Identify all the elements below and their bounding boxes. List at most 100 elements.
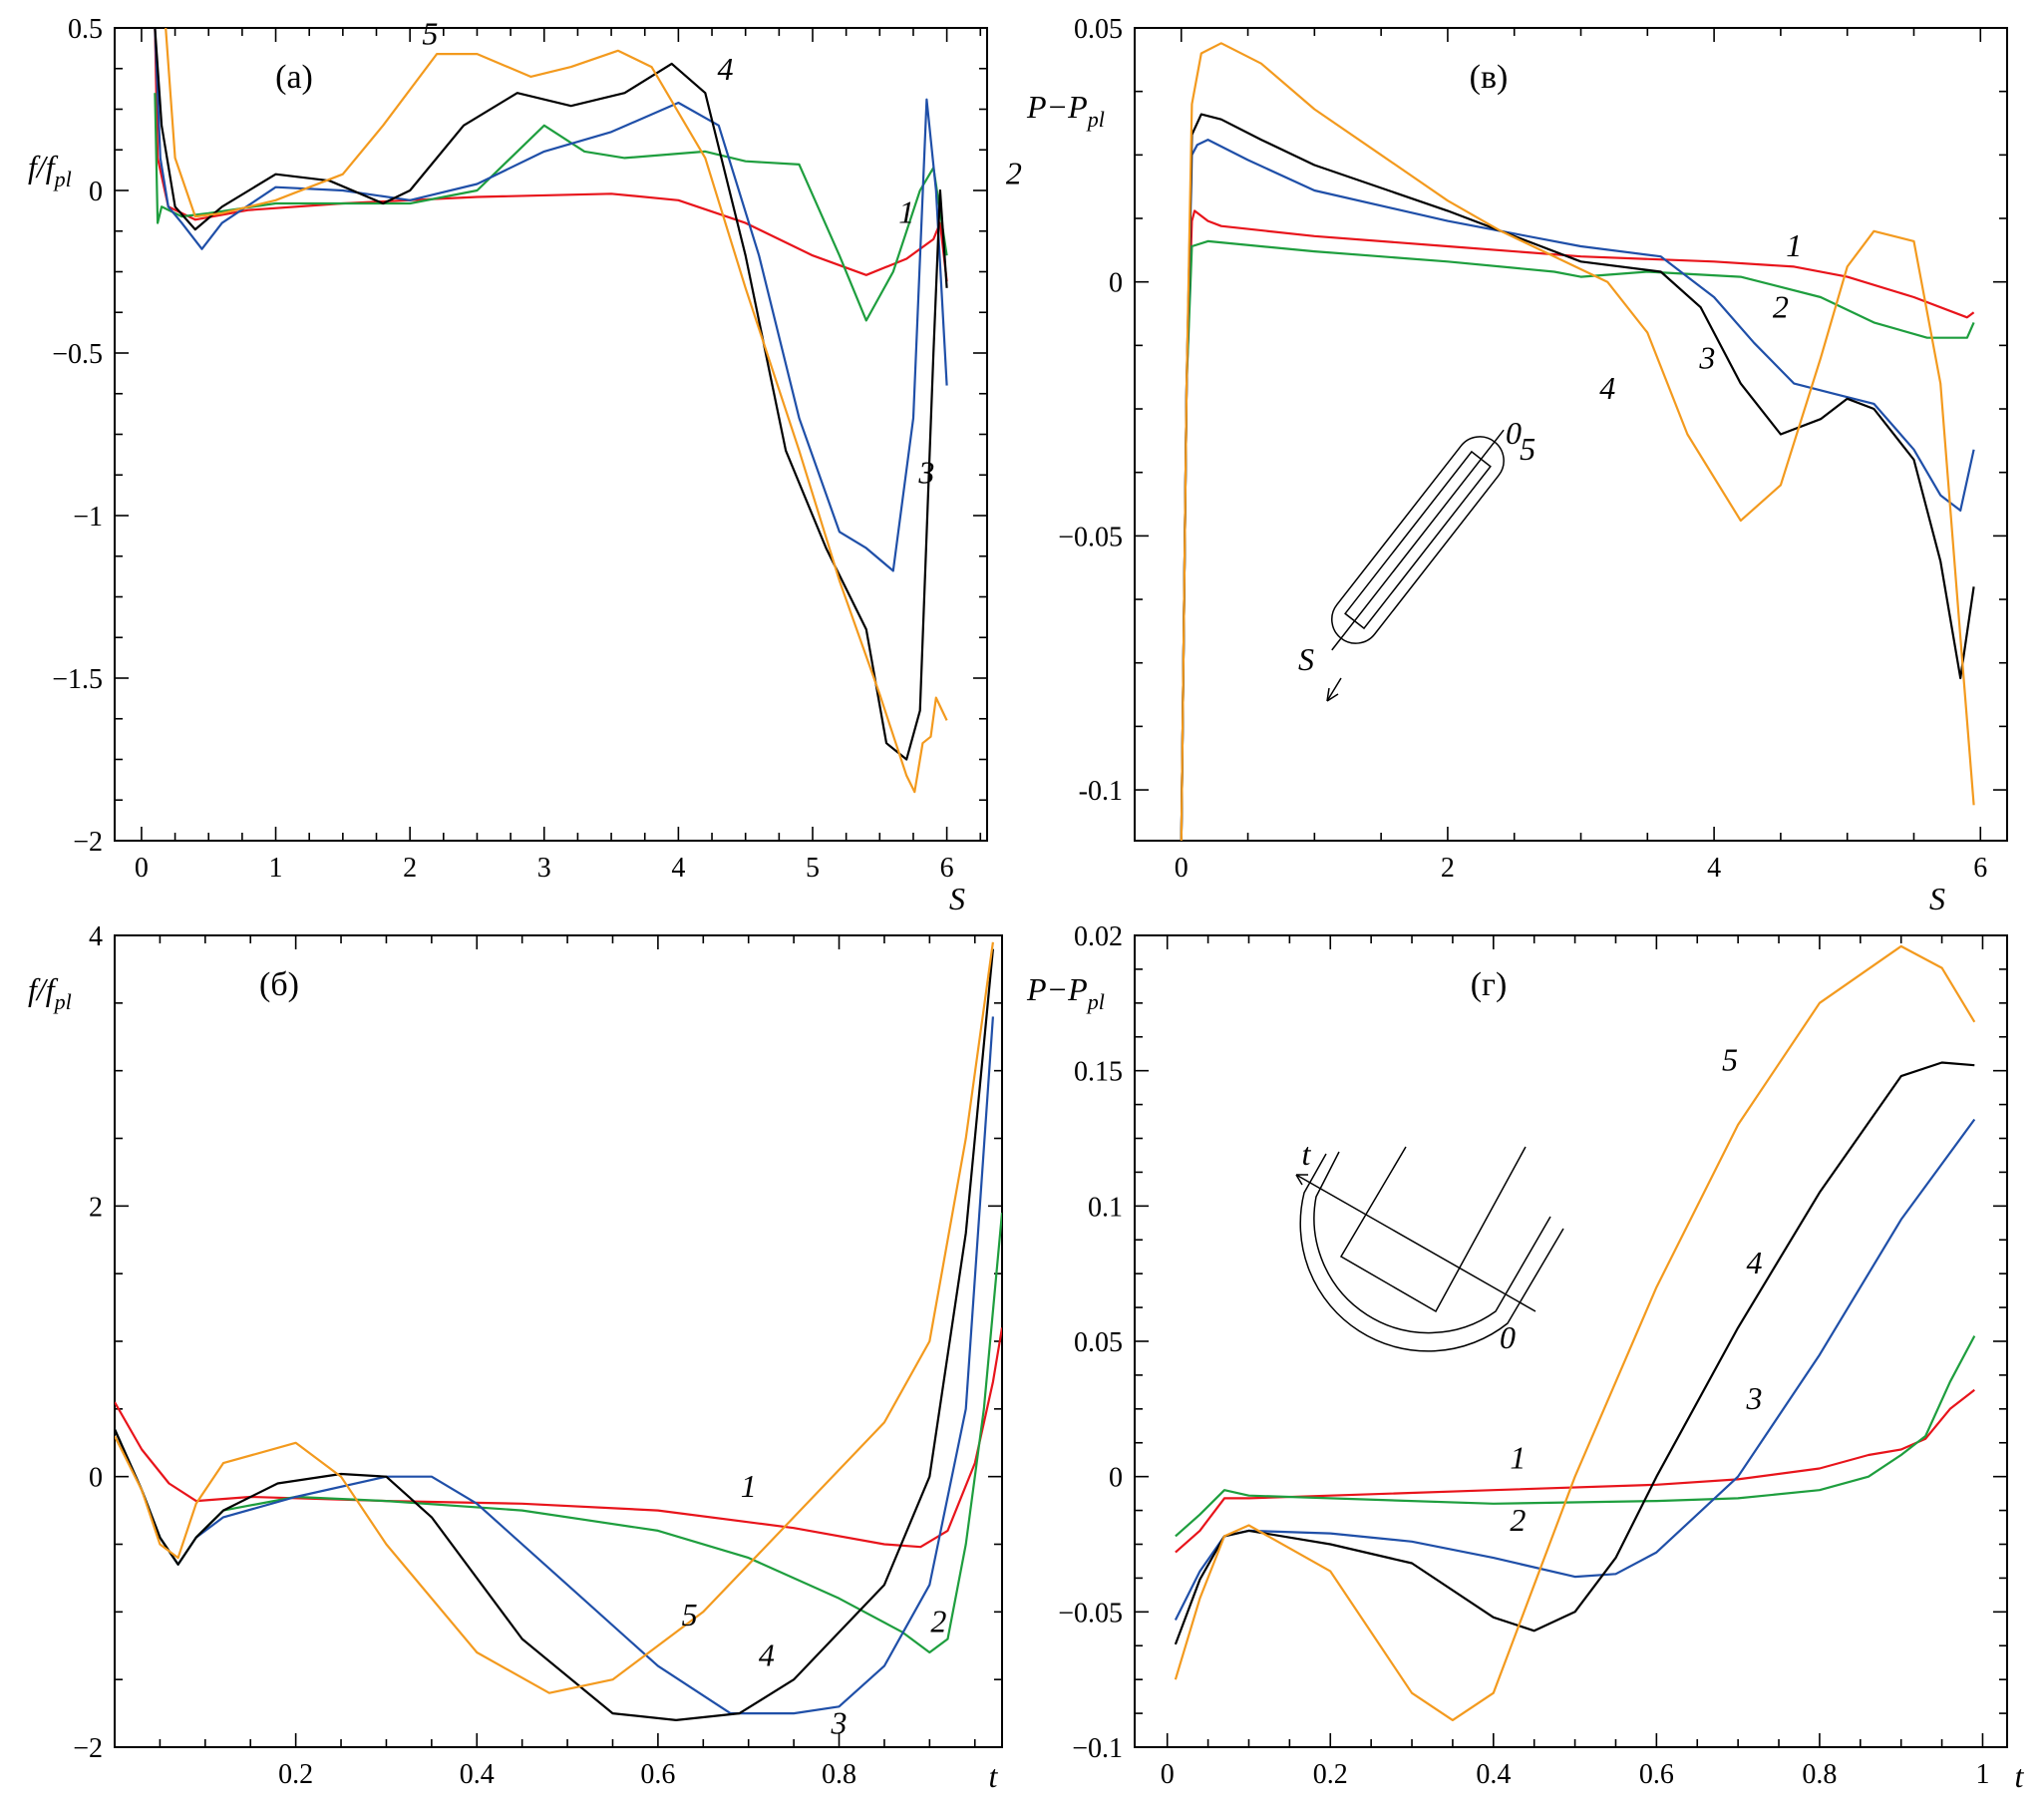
y-tick-label: 0.1 xyxy=(1088,1192,1123,1223)
curve-label-3: 3 xyxy=(1745,1380,1762,1416)
y-axis-label: P−Ppl xyxy=(1026,971,1105,1014)
series-line-4 xyxy=(115,948,994,1721)
series-line-2 xyxy=(115,1212,1002,1654)
inset-label-0: 0 xyxy=(1500,1319,1516,1355)
inset-label-0: 0 xyxy=(1506,415,1522,451)
y-tick-label: 0 xyxy=(89,1463,103,1494)
plot-frame xyxy=(1134,934,2008,1748)
y-tick-label: −0.05 xyxy=(1058,1598,1123,1629)
x-axis-label: S xyxy=(949,881,965,916)
t-axis xyxy=(1295,1174,1536,1312)
arrow-head xyxy=(1295,1174,1308,1186)
curve-label-1: 1 xyxy=(1510,1440,1526,1476)
x-tick-label: 0.4 xyxy=(460,1759,495,1790)
x-tick-label: 0.4 xyxy=(1476,1759,1511,1790)
y-tick-label: 0.15 xyxy=(1074,1057,1123,1088)
curve-label-2: 2 xyxy=(1006,155,1022,190)
y-tick-label: 0.05 xyxy=(1074,14,1123,45)
curve-label-3: 3 xyxy=(831,1704,848,1740)
series-line-3 xyxy=(1174,1118,1976,1621)
y-tick-label: 0 xyxy=(1109,268,1123,299)
panel-label: (г) xyxy=(1471,966,1508,1003)
x-tick-label: 0 xyxy=(1161,1759,1175,1790)
y-axis-label: f/fpl xyxy=(28,149,72,191)
y-tick-label: 0.5 xyxy=(68,14,103,45)
series-group xyxy=(1174,944,1976,1721)
curve-label-2: 2 xyxy=(1510,1502,1526,1538)
curve-label-2: 2 xyxy=(930,1604,946,1639)
x-tick-label: 1 xyxy=(269,853,283,884)
series-group xyxy=(154,28,948,794)
series-line-1 xyxy=(1180,209,1975,841)
x-tick-label: 0 xyxy=(1175,853,1189,884)
panel-a: 0 1 2 3 4 5 6 −2 −1.5 −1 −0.5 0 0.5 (a) f/fpl S 1 2 3 4 5 xyxy=(28,14,1022,916)
x-tick-label: 5 xyxy=(806,853,820,884)
x-axis-label: t xyxy=(2015,1758,2025,1794)
curve-label-5: 5 xyxy=(682,1597,698,1632)
rect-frame xyxy=(1339,1146,1527,1313)
series-line-1 xyxy=(1175,1388,1975,1554)
arrow-shaft xyxy=(1326,677,1342,702)
curve-label-1: 1 xyxy=(741,1468,757,1504)
y-tick-label: −1.5 xyxy=(52,664,103,695)
capsule-axis xyxy=(1331,429,1505,651)
inset-diagram: t0 xyxy=(1295,1136,1564,1355)
y-tick-label: −1 xyxy=(73,502,103,533)
x-tick-label: 6 xyxy=(1973,853,1987,884)
series-line-3 xyxy=(154,28,948,572)
series-line-4 xyxy=(1174,1061,1975,1645)
series-line-2 xyxy=(154,93,948,322)
y-tick-label: −2 xyxy=(73,1733,103,1764)
capsule-group xyxy=(1331,429,1505,651)
x-tick-label: 0.6 xyxy=(640,1759,675,1790)
series-line-5 xyxy=(1180,42,1975,841)
x-tick-label: 0.2 xyxy=(1313,1759,1348,1790)
x-tick-label: 0.6 xyxy=(1639,1759,1674,1790)
x-axis-label: S xyxy=(1929,881,1945,916)
x-tick-label: 2 xyxy=(1441,853,1455,884)
series-line-1 xyxy=(154,28,948,282)
inset-label-t: t xyxy=(1302,1136,1312,1172)
panel-label: (б) xyxy=(259,966,299,1003)
y-tick-label: 0 xyxy=(1109,1463,1123,1494)
series-line-2 xyxy=(1175,1335,1976,1538)
series-line-4 xyxy=(1180,113,1975,841)
series-line-4 xyxy=(154,28,948,761)
series-line-2 xyxy=(1180,239,1975,841)
panel-label: (a) xyxy=(275,59,313,96)
y-tick-label: −0.5 xyxy=(52,339,103,370)
curve-label-4: 4 xyxy=(718,51,734,87)
curve-label-4: 4 xyxy=(1746,1245,1762,1280)
curve-label-3: 3 xyxy=(1698,339,1715,375)
x-tick-label: 0.2 xyxy=(278,1759,313,1790)
x-tick-label: 0 xyxy=(135,853,149,884)
x-tick-label: 3 xyxy=(537,853,551,884)
panel-label: (в) xyxy=(1470,59,1509,96)
inset-diagram: S0 xyxy=(1298,415,1522,702)
curve-label-1: 1 xyxy=(1786,227,1802,263)
series-group xyxy=(115,941,1002,1721)
u-outer xyxy=(1299,1153,1564,1352)
y-tick-label: 0.02 xyxy=(1074,921,1123,952)
x-tick-label: 1 xyxy=(1975,1759,1989,1790)
series-line-1 xyxy=(115,1327,1002,1549)
y-axis-label: P−Ppl xyxy=(1026,89,1105,132)
y-tick-label: 4 xyxy=(89,921,103,952)
x-tick-label: 0.8 xyxy=(1802,1759,1837,1790)
curve-label-1: 1 xyxy=(898,194,914,230)
curve-label-5: 5 xyxy=(422,15,438,51)
series-group xyxy=(1180,42,1975,841)
curve-label-3: 3 xyxy=(917,454,934,490)
series-line-5 xyxy=(1174,944,1976,1721)
series-line-3 xyxy=(1180,139,1975,841)
x-tick-label: 4 xyxy=(1707,853,1721,884)
panel-b: 0.2 0.4 0.6 0.8 −2 0 2 4 (б) f/fpl t 1 2 3 4 5 xyxy=(28,921,1003,1794)
u-inner xyxy=(1313,1151,1551,1334)
curve-label-4: 4 xyxy=(1599,370,1615,406)
x-tick-label: 4 xyxy=(671,853,685,884)
x-tick-label: 0.8 xyxy=(822,1759,856,1790)
plot-frame xyxy=(1134,27,2008,842)
series-line-5 xyxy=(165,28,948,794)
inset-label-s: S xyxy=(1298,641,1314,677)
